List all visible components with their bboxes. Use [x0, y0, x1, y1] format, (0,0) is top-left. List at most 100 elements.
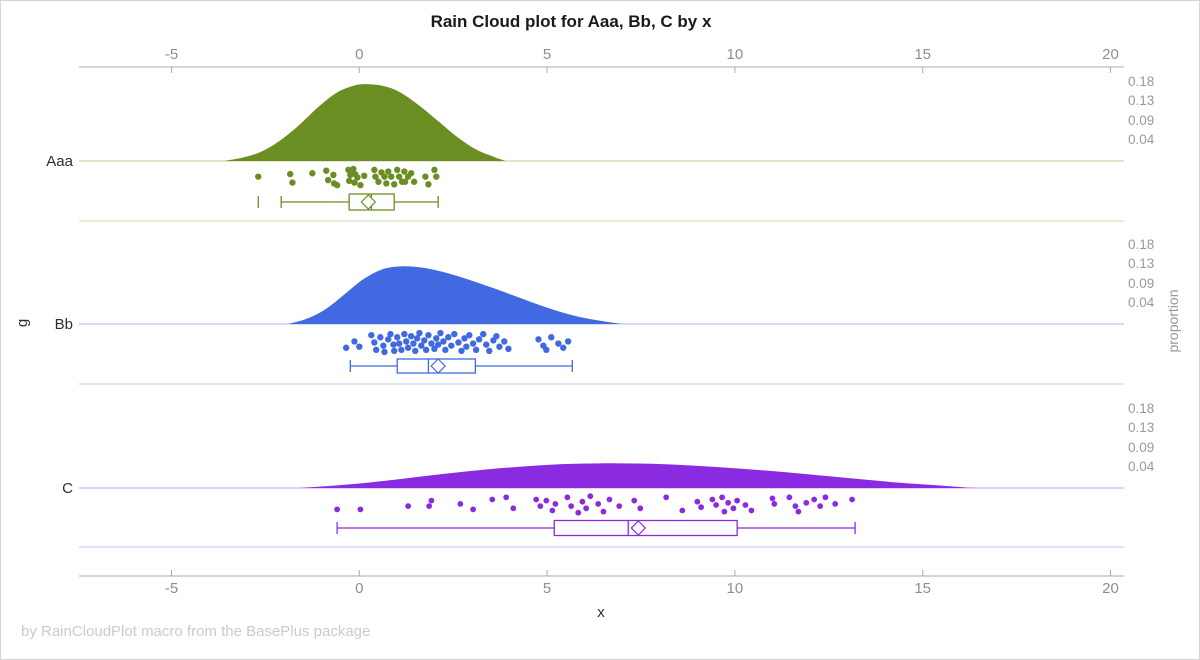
rain-point — [431, 345, 438, 352]
rain-point — [431, 166, 438, 174]
proportion-tick-label: 0.04 — [1128, 132, 1155, 147]
rain-point — [394, 334, 401, 341]
rain-point — [769, 495, 776, 502]
proportion-tick-label: 0.04 — [1128, 295, 1155, 310]
rain-point — [388, 173, 395, 180]
rain-point — [583, 505, 590, 512]
rain-point — [510, 505, 517, 512]
proportion-tick-label: 0.18 — [1128, 74, 1154, 89]
rain-point — [403, 338, 410, 345]
rain-point — [463, 343, 470, 350]
rain-point — [368, 331, 375, 339]
rain-points-bb — [342, 329, 572, 356]
rain-point — [433, 335, 440, 342]
rain-point — [385, 168, 392, 175]
rain-point — [455, 339, 462, 346]
rain-point — [357, 506, 364, 513]
rain-point — [560, 344, 567, 351]
rain-point — [480, 330, 487, 338]
rain-point — [375, 178, 382, 185]
bottom-x-axis: -5 0 5 10 15 20 — [79, 570, 1124, 597]
rain-point — [342, 344, 350, 351]
rain-point — [734, 497, 741, 504]
top-x-axis: -5 0 5 10 15 20 — [79, 46, 1124, 73]
rain-point — [466, 331, 473, 339]
density-curve-aaa — [224, 84, 506, 161]
rain-point — [401, 178, 409, 185]
rain-point — [451, 330, 458, 338]
rain-point — [354, 174, 361, 181]
rain-point — [333, 181, 341, 189]
rain-point — [425, 181, 432, 188]
rain-point — [469, 340, 477, 347]
bottom-axis-tick-label: 0 — [355, 580, 363, 597]
rain-point — [832, 501, 839, 507]
rain-point — [458, 347, 465, 355]
rain-point — [472, 346, 480, 354]
proportion-tick-label: 0.09 — [1128, 113, 1154, 128]
bottom-axis-tick-label: 15 — [914, 580, 931, 597]
rain-point — [350, 165, 357, 173]
proportion-tick-label: 0.18 — [1128, 237, 1154, 252]
rain-point — [426, 503, 433, 509]
rain-point — [721, 508, 728, 515]
rain-point — [730, 505, 737, 512]
rain-point — [286, 170, 294, 178]
rain-point — [428, 497, 435, 504]
rain-point — [564, 338, 572, 345]
rain-point — [373, 346, 380, 354]
bottom-axis-tick-label: -5 — [165, 580, 178, 597]
rain-point — [679, 507, 686, 514]
rain-point — [587, 493, 594, 500]
rain-point — [822, 494, 829, 501]
rain-point — [461, 335, 468, 342]
rain-point — [803, 499, 810, 506]
rain-point — [537, 503, 544, 509]
rain-point — [564, 494, 571, 501]
rain-point — [357, 181, 364, 189]
rain-point — [575, 509, 582, 516]
rain-point — [351, 338, 358, 345]
top-axis-tick-label: 15 — [914, 46, 931, 63]
rain-point — [391, 347, 398, 355]
rain-point — [698, 504, 704, 511]
rain-point — [371, 166, 378, 174]
rain-point — [383, 180, 390, 187]
rain-point — [606, 496, 613, 503]
rain-point — [289, 179, 296, 186]
mean-diamond — [360, 194, 377, 210]
rain-point — [356, 343, 363, 350]
density-curve-c — [299, 463, 983, 488]
rain-point — [543, 497, 550, 504]
group-band-aaa: Aaa 0.18 0.13 0.09 0.04 — [46, 74, 1155, 222]
rain-point — [637, 505, 644, 512]
rain-point — [401, 168, 408, 175]
rain-point — [552, 501, 559, 507]
rain-point — [663, 494, 670, 501]
mean-diamond — [630, 520, 647, 536]
rain-point — [433, 173, 440, 180]
rain-point — [555, 340, 562, 347]
y-axis-label-g: g — [14, 318, 31, 328]
proportion-tick-label: 0.18 — [1128, 401, 1154, 416]
box-plot-c — [336, 519, 856, 537]
rain-point — [395, 173, 403, 180]
rain-point — [579, 498, 586, 505]
box-plot-bb — [349, 358, 573, 374]
rain-point — [407, 333, 415, 340]
rain-point — [505, 345, 512, 352]
proportion-tick-label: 0.04 — [1128, 459, 1155, 474]
rain-point — [381, 348, 388, 356]
rain-point — [334, 506, 341, 513]
rain-point — [568, 503, 575, 509]
rain-point — [371, 339, 378, 346]
rain-point — [493, 333, 500, 340]
band-label-c: C — [62, 480, 73, 497]
mean-diamond — [430, 358, 447, 374]
proportion-tick-label: 0.13 — [1128, 420, 1154, 435]
rain-point — [434, 341, 442, 348]
rain-point — [391, 181, 398, 188]
rain-point — [725, 499, 732, 506]
bottom-axis-tick-label: 20 — [1102, 580, 1119, 597]
